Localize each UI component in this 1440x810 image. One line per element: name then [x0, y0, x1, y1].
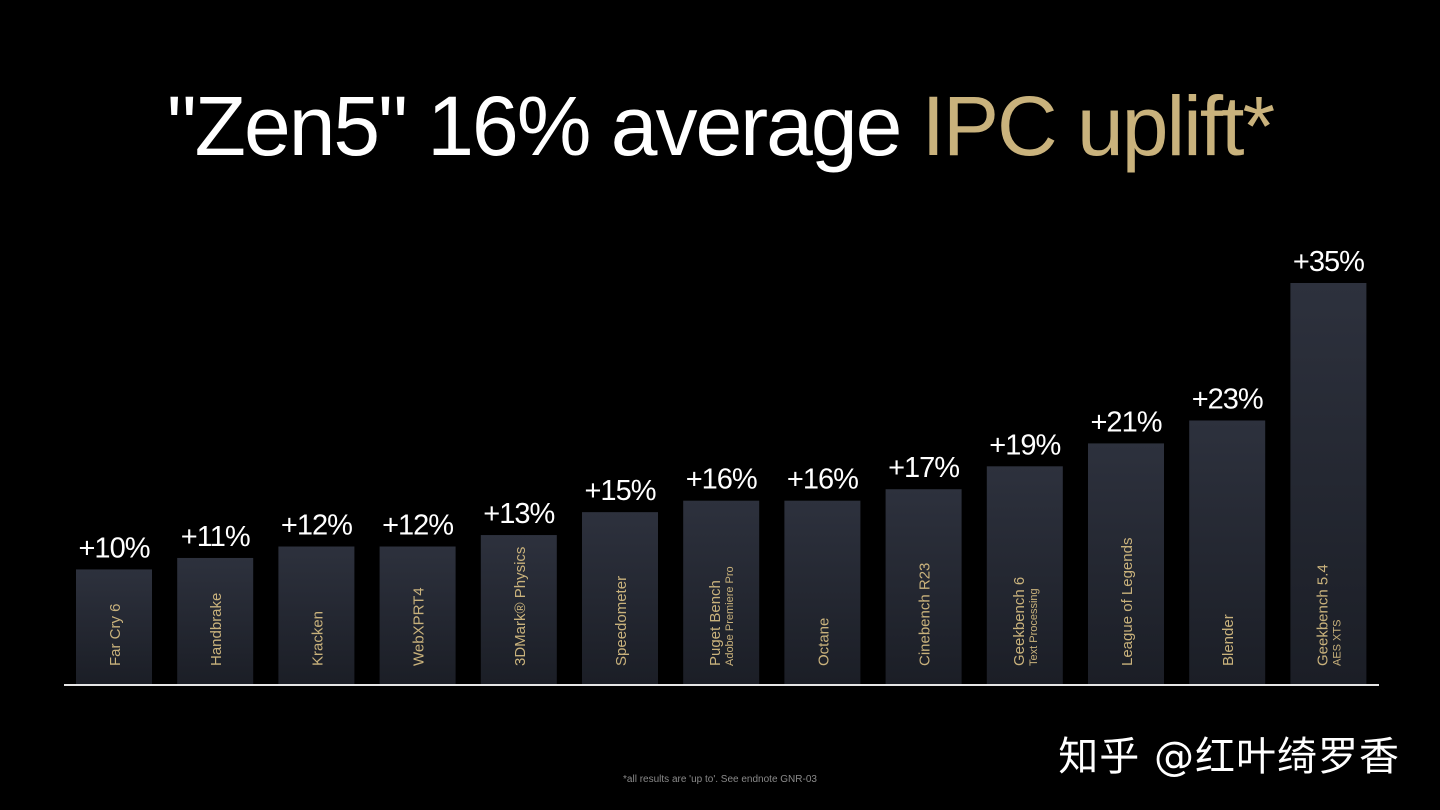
category-label-sub: Adobe Premiere Pro	[724, 566, 736, 666]
bar-value-label: +17%	[888, 452, 959, 484]
category-label-main: WebXPRT4	[411, 587, 428, 666]
bar-value-label: +13%	[483, 498, 554, 530]
category-label-main: Octane	[815, 618, 832, 666]
category-label: Speedometer	[613, 576, 630, 666]
category-label-main: Kracken	[309, 611, 326, 666]
category-label: League of Legends	[1119, 538, 1136, 666]
bar-value-label: +12%	[281, 510, 352, 542]
category-label: 3DMark® Physics	[512, 547, 529, 666]
category-label: WebXPRT4	[411, 587, 428, 666]
category-label: Far Cry 6	[107, 603, 124, 666]
bar-value-label: +35%	[1293, 246, 1364, 278]
bar-value-label: +10%	[79, 532, 150, 564]
bar-value-label: +19%	[989, 429, 1060, 461]
bar-value-label: +12%	[382, 510, 453, 542]
category-label-main: Geekbench 5.4	[1314, 564, 1331, 666]
category-label: Octane	[815, 618, 832, 666]
category-label: Puget Bench Adobe Premiere Pro	[707, 566, 736, 666]
watermark: 知乎 @红叶绮罗香	[1058, 724, 1400, 782]
bar-value-label: +11%	[181, 521, 250, 553]
bar-value-label: +21%	[1091, 406, 1162, 438]
category-label: Kracken	[309, 611, 326, 666]
category-label-main: Speedometer	[613, 576, 630, 666]
category-label: Blender	[1220, 614, 1237, 666]
bar-value-label: +23%	[1192, 383, 1263, 415]
bars-group: +10% Far Cry 6 +11% Handbrake +12% Kracken +12…	[76, 246, 1366, 684]
category-label-main: Puget Bench	[707, 580, 724, 666]
category-label-main: Blender	[1220, 614, 1237, 666]
category-label: Geekbench 6 Text Processing	[1011, 577, 1040, 666]
category-label-main: Cinebench R23	[917, 563, 934, 666]
category-label-main: 3DMark® Physics	[512, 547, 529, 666]
category-label-main: League of Legends	[1119, 538, 1136, 666]
bar-value-label: +16%	[686, 464, 757, 496]
category-label-main: Geekbench 6	[1011, 577, 1028, 666]
category-label-sub: Text Processing	[1028, 588, 1040, 666]
bar-value-label: +16%	[787, 464, 858, 496]
bar-value-label: +15%	[585, 475, 656, 507]
category-label: Cinebench R23	[917, 563, 934, 666]
category-label: Handbrake	[208, 593, 225, 666]
category-label-main: Handbrake	[208, 593, 225, 666]
category-label-sub: AES XTS	[1331, 620, 1343, 666]
category-label-main: Far Cry 6	[107, 603, 124, 666]
